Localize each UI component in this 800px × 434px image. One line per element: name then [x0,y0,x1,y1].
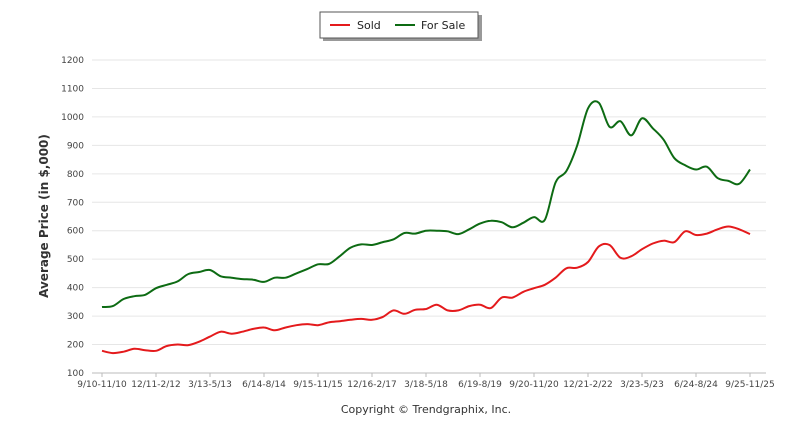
x-tick-label: 6/19-8/19 [458,380,502,390]
x-tick-label: 12/11-2/12 [131,380,180,390]
y-tick-label: 800 [67,170,84,180]
y-tick-label: 500 [67,255,84,265]
x-tick-label: 3/13-5/13 [188,380,232,390]
series-line-for-sale [101,100,751,308]
legend-label-sold: Sold [357,19,381,32]
x-tick-label: 3/18-5/18 [404,380,448,390]
x-tick-label: 9/10-11/10 [77,380,127,390]
y-tick-label: 700 [67,198,84,208]
y-tick-label: 600 [67,227,84,237]
x-tick-label: 9/15-11/15 [293,380,342,390]
series-lines [101,100,751,355]
x-tick-label: 3/23-5/23 [620,380,664,390]
y-tick-label: 900 [67,141,84,151]
y-tick-label: 200 [67,341,84,351]
x-tick-label: 9/20-11/20 [509,380,559,390]
x-tick-label: 6/24-8/24 [674,380,718,390]
series-line-sold [101,225,751,355]
legend-label-for-sale: For Sale [421,19,465,32]
x-tick-label: 12/16-2/17 [347,380,396,390]
y-tick-labels: 100 200 300 400 500 600 700 800 900 1000 1100 1200 [61,56,84,379]
y-tick-label: 100 [67,369,84,379]
copyright-footer: Copyright © Trendgraphix, Inc. [341,403,511,416]
y-tick-label: 400 [67,284,84,294]
y-tick-label: 300 [67,312,84,322]
y-axis-title: Average Price (in $,000) [37,134,51,298]
x-tick-label: 9/25-11/25 [725,380,774,390]
x-tick-labels: 9/10-11/10 12/11-2/12 3/13-5/13 6/14-8/14 9/… [77,373,775,390]
x-tick-label: 6/14-8/14 [242,380,286,390]
y-tick-label: 1100 [61,84,84,94]
y-tick-label: 1200 [61,56,84,66]
grid-lines [92,59,766,374]
y-tick-label: 1000 [61,113,84,123]
legend: Sold For Sale [319,11,482,41]
x-tick-label: 12/21-2/22 [563,380,612,390]
